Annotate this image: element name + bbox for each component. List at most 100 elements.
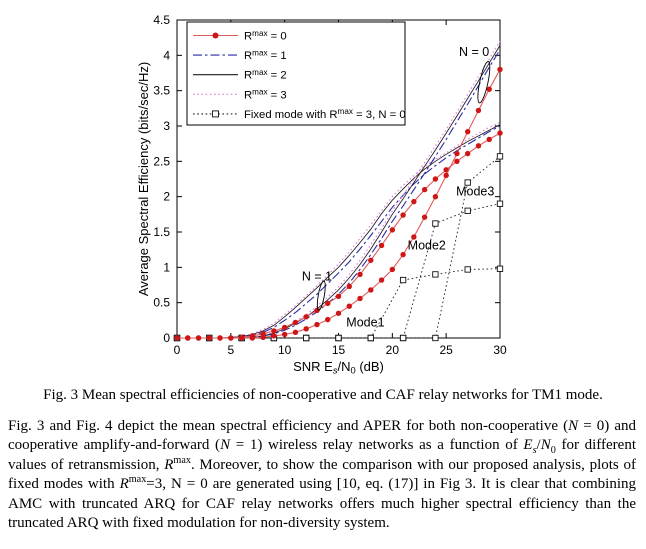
data-point-marker: [367, 334, 374, 342]
legend-label: Rmax = 0: [244, 29, 287, 43]
data-point-marker: [281, 324, 288, 331]
data-point-marker: [496, 153, 504, 160]
legend-label: Fixed mode with Rmax = 3, N = 0: [244, 107, 406, 121]
data-point-marker: [260, 334, 266, 340]
data-point-marker: [432, 176, 439, 182]
legend-label: Rmax = 2: [244, 68, 287, 82]
data-point-marker: [432, 220, 439, 227]
data-point-marker: [249, 335, 256, 341]
y-axis-label: Average Spectral Efficiency (bits/sec/Hz…: [136, 62, 151, 296]
data-point-marker: [346, 303, 352, 309]
data-point-marker: [454, 158, 460, 165]
y-axis-tick-label: 0: [163, 331, 170, 345]
annotation-mode1: Mode1: [346, 315, 384, 329]
data-point-marker: [335, 293, 342, 300]
annotation-mode3: Mode3: [456, 185, 494, 199]
annotation-n0: N = 0: [459, 45, 489, 59]
annotation-mode2: Mode2: [408, 238, 446, 252]
data-point-marker: [292, 329, 299, 336]
data-point-marker: [454, 150, 460, 157]
y-axis-tick-label: 2.5: [153, 154, 170, 168]
data-point-marker: [174, 335, 180, 341]
axes: 0 5 10 15 20 25 30 0 0.5 1 1.5 2 2.5 3 3.5 4 4.5: [153, 13, 507, 357]
legend-label: Rmax = 3: [244, 88, 287, 102]
data-point-marker: [271, 333, 277, 339]
data-point-marker: [411, 198, 417, 205]
data-point-marker: [486, 86, 492, 92]
x-axis-tick-label: 5: [227, 343, 234, 357]
data-point-marker: [432, 193, 439, 200]
data-point-marker: [497, 130, 503, 136]
data-point-marker: [357, 271, 363, 278]
data-point-marker: [400, 212, 406, 218]
x-axis-tick-label: 30: [493, 343, 507, 357]
data-point-marker: [400, 251, 406, 258]
figure-caption: Fig. 3 Mean spectral efficiencies of non…: [43, 387, 603, 403]
body-paragraph: Fig. 3 and Fig. 4 depict the mean spectr…: [8, 418, 636, 532]
annotation-ellipse: [316, 280, 326, 311]
spectral-efficiency-chart: 0 5 10 15 20 25 30 0 0.5 1 1.5 2 2.5 3 3.5 4 4.5 SNR Es/N…: [136, 13, 507, 376]
x-axis-tick-label: 25: [439, 343, 453, 357]
data-point-marker: [421, 186, 428, 193]
data-point-marker: [389, 227, 396, 233]
data-point-marker: [443, 167, 449, 173]
x-axis-tick-label: 0: [174, 343, 181, 357]
data-point-marker: [443, 172, 449, 179]
legend-entry: Rmax = 1: [193, 48, 287, 62]
data-point-marker: [335, 334, 342, 342]
legend-entry: Rmax = 0: [193, 29, 287, 43]
legend-label: Rmax = 1: [244, 48, 287, 62]
annotation-n1: N = 1: [302, 270, 332, 284]
data-point-marker: [185, 335, 191, 341]
data-point-marker: [217, 335, 223, 341]
data-point-marker: [432, 271, 439, 278]
legend: Rmax = 0 Rmax = 1 Rmax = 2 Rmax = 3 Fixed mo…: [186, 21, 406, 126]
data-point-marker: [465, 128, 471, 135]
y-axis-tick-label: 1.5: [153, 225, 170, 239]
data-point-marker: [281, 331, 288, 338]
legend-entry: Rmax = 2: [193, 68, 287, 82]
data-point-marker: [346, 283, 352, 290]
data-point-marker: [475, 143, 482, 149]
data-point-marker: [325, 300, 331, 307]
data-point-marker: [496, 265, 504, 272]
y-axis-tick-label: 1: [163, 260, 170, 274]
data-point-marker: [411, 234, 417, 240]
y-axis-tick-label: 3: [163, 119, 170, 133]
data-point-marker: [271, 328, 277, 334]
legend-box: [186, 21, 406, 126]
y-axis-tick-label: 0.5: [153, 296, 170, 310]
data-point-marker: [325, 316, 331, 323]
series-rmax0-n0: [174, 66, 503, 341]
data-point-marker: [421, 214, 428, 220]
data-point-marker: [464, 207, 471, 214]
data-point-marker: [486, 136, 492, 143]
x-axis-label: SNR Es/N0 (dB): [293, 359, 384, 376]
data-point-marker: [303, 334, 310, 342]
data-point-marker: [314, 307, 320, 314]
data-point-marker: [497, 66, 503, 73]
legend-entry: Fixed mode with Rmax = 3, N = 0: [193, 107, 406, 121]
data-point-marker: [378, 277, 385, 283]
y-axis-tick-label: 4: [163, 48, 170, 62]
y-axis-tick-label: 2: [163, 190, 170, 204]
data-point-marker: [228, 335, 234, 341]
data-point-marker: [496, 200, 504, 207]
annotation-ellipse: [477, 60, 491, 104]
data-point-marker: [335, 310, 342, 316]
data-point-marker: [389, 266, 396, 273]
y-axis-tick-label: 4.5: [153, 13, 170, 27]
data-point-marker: [432, 334, 439, 342]
data-point-marker: [399, 334, 407, 342]
figure-3: 0 5 10 15 20 25 30 0 0.5 1 1.5 2 2.5 3 3.5 4 4.5 SNR Es/N…: [43, 13, 603, 403]
data-point-marker: [475, 107, 482, 114]
data-point-marker: [464, 266, 471, 273]
data-point-marker: [238, 335, 245, 341]
legend-entry: Rmax = 3: [193, 88, 287, 102]
data-point-marker: [292, 319, 299, 326]
x-axis-tick-label: 10: [278, 343, 292, 357]
data-point-marker: [464, 179, 471, 186]
data-point-marker: [357, 295, 363, 302]
data-point-marker: [206, 335, 212, 341]
